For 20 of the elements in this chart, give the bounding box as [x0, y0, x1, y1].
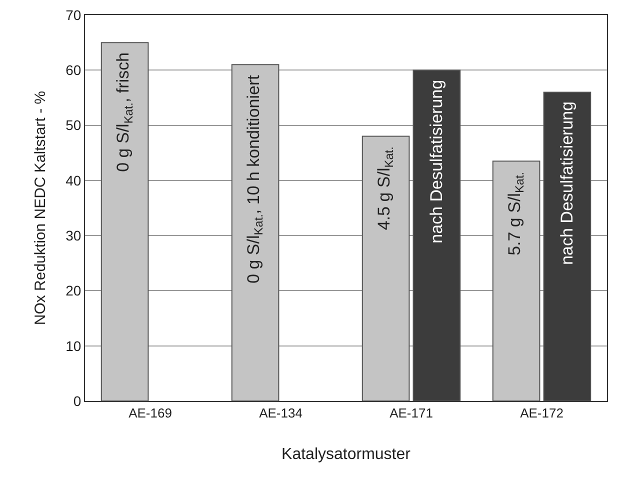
y-tick-label: 60 — [66, 62, 82, 78]
y-tick-label: 0 — [73, 392, 82, 409]
y-axis-title: NOx Reduktion NEDC Kaltstart - % — [32, 90, 49, 326]
x-axis-title: Katalysatormuster — [282, 446, 412, 463]
bar — [231, 64, 280, 401]
y-tick-label: 20 — [66, 282, 82, 299]
annotation: nach Desulfatisierung — [427, 80, 446, 244]
x-tick-label: AE-172 — [520, 406, 564, 421]
x-tick-label: AE-171 — [390, 406, 433, 421]
y-tick-label: 70 — [66, 6, 82, 23]
y-tick-label: 30 — [66, 227, 82, 244]
annotation: nach Desulfatisierung — [558, 101, 576, 265]
x-tick-label: AE-134 — [259, 406, 302, 421]
y-tick-label: 10 — [66, 338, 82, 354]
bar — [100, 42, 149, 401]
bar — [492, 160, 540, 401]
bar — [362, 136, 410, 401]
y-tick-label: 40 — [66, 172, 82, 188]
y-tick-label: 50 — [66, 117, 82, 134]
x-tick-label: AE-169 — [128, 406, 172, 421]
